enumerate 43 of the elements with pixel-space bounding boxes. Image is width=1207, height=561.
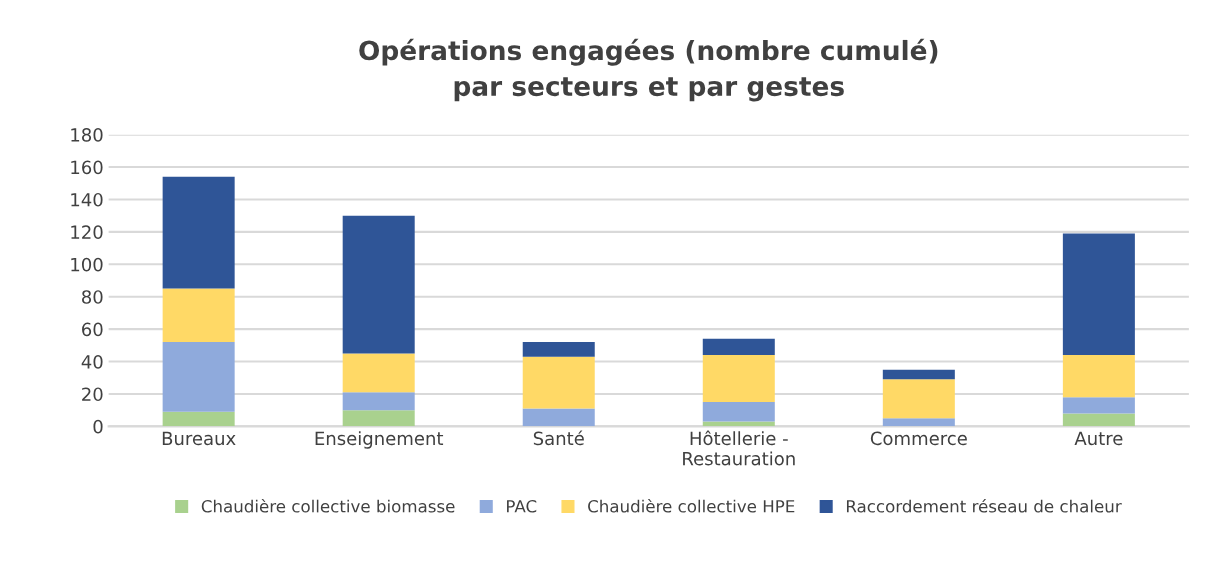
bar (522, 408, 595, 427)
bar (702, 421, 775, 427)
y-tick-label: 180 (71, 128, 103, 142)
bar (882, 418, 955, 427)
y-tick-label: 0 (93, 419, 103, 434)
y-tick-label: 60 (82, 322, 103, 337)
y-tick-label: 140 (71, 192, 103, 207)
legend-label: Raccordement réseau de chaleur (846, 499, 1122, 513)
bar (162, 342, 235, 412)
x-tick-label: Santé (533, 430, 584, 446)
bar (162, 411, 235, 427)
bar (342, 215, 415, 354)
bar (342, 353, 415, 393)
y-tick-label: 80 (82, 290, 103, 304)
x-tick-label: Bureaux (162, 431, 236, 446)
bar (882, 379, 955, 419)
y-tick-label: 120 (71, 225, 103, 239)
chart-title: Opérations engagées (nombre cumulé) par secteurs et par gestes (359, 38, 938, 102)
y-tick-label: 40 (81, 354, 103, 369)
bar (702, 402, 775, 422)
bar (882, 369, 955, 380)
x-tick-label: Hôtellerie - Restauration (683, 430, 795, 466)
legend-label: Chaudière collective HPE (588, 499, 795, 513)
bar (342, 410, 415, 427)
y-tick-label: 100 (71, 257, 103, 272)
x-tick-label: Commerce (870, 431, 967, 446)
x-tick-label: Autre (1074, 431, 1123, 446)
legend-label: PAC (507, 500, 537, 513)
y-tick-label: 20 (82, 387, 103, 402)
y-tick-label: 160 (71, 160, 103, 175)
bar (1062, 355, 1135, 398)
bar (522, 342, 595, 357)
bar (1062, 397, 1135, 414)
x-tick-label: Enseignement (315, 431, 444, 449)
bar (1062, 413, 1135, 427)
bar (162, 176, 235, 289)
bar (522, 356, 595, 409)
bar (162, 288, 235, 343)
legend-label: Chaudière collective biomasse (201, 499, 455, 513)
bar (702, 338, 775, 356)
bar (702, 355, 775, 403)
bar (342, 392, 415, 411)
bar (1062, 233, 1135, 356)
